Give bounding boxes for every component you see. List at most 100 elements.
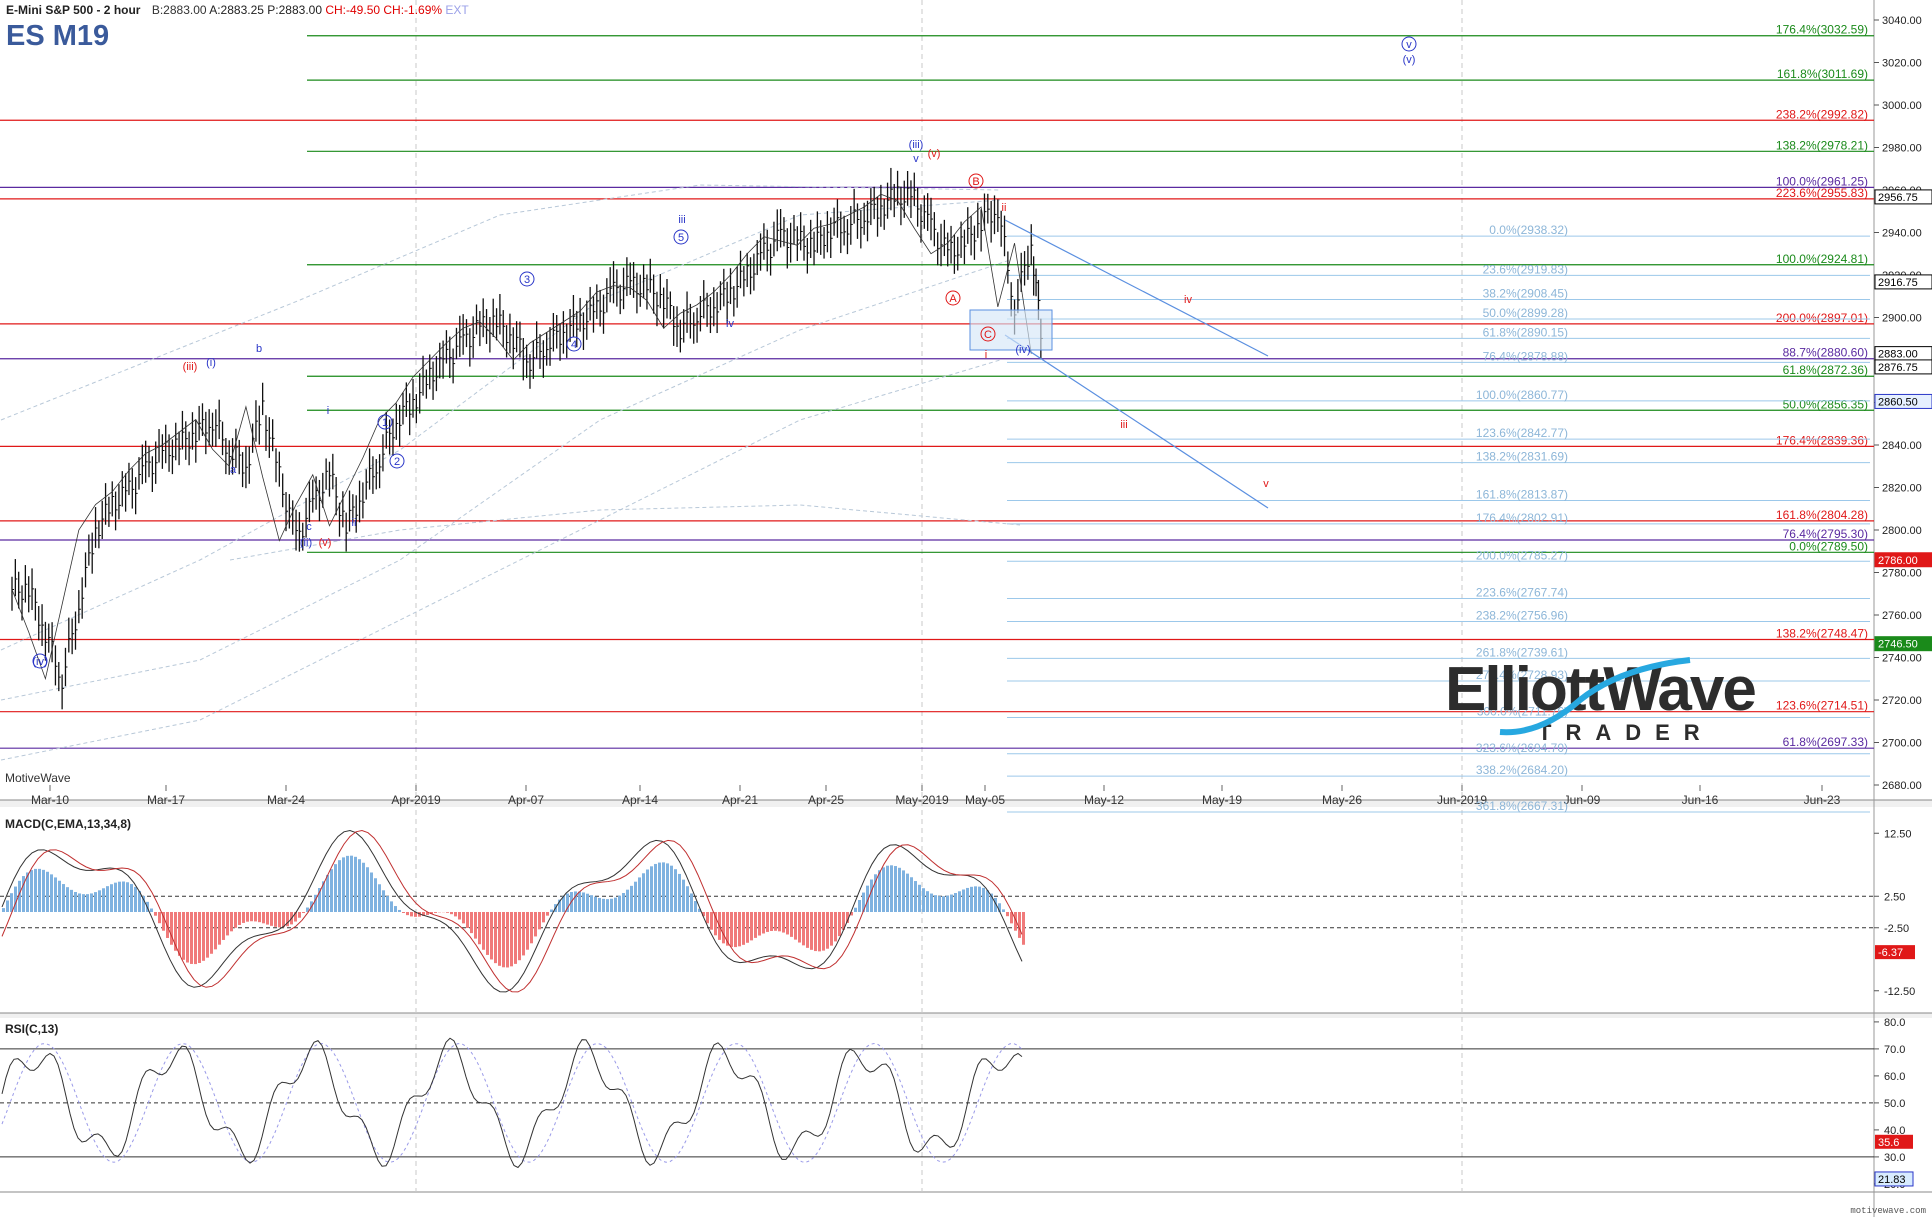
macd-histogram-bar [794,912,797,940]
macd-histogram-bar [118,881,121,912]
macd-histogram-bar [694,901,697,912]
target-box [969,309,1053,351]
macd-histogram-bar [110,884,113,912]
ext-level-label: 0.0%(2938.32) [1489,223,1568,237]
price-tick-label: 2800.00 [1882,525,1922,537]
macd-histogram-bar [786,912,789,935]
macd-histogram-bar [70,889,73,912]
macd-histogram-bar [246,912,249,922]
macd-histogram-bar [250,912,253,922]
macd-histogram-bar [190,912,193,964]
macd-histogram-bar [34,868,37,912]
ext-level-label: 300.0%(2711.76) [1477,705,1568,719]
macd-histogram-bar [134,886,137,912]
fib-level-label: 138.2%(2748.47) [1776,627,1868,641]
wave-label: ii [1002,202,1007,214]
macd-histogram-bar [414,912,417,917]
macd-histogram-bar [394,906,397,912]
macd-histogram-bar [66,887,69,912]
macd-histogram-bar [562,896,565,912]
wave-label-circle [945,290,961,306]
macd-histogram-bar [874,874,877,912]
price-badge-label: 2876.75 [1878,362,1918,374]
macd-histogram-bar [862,892,865,912]
wave-label: iii [1120,419,1127,431]
macd-histogram-bar [14,886,17,912]
macd-histogram-bar [550,909,553,912]
wave-label-circle [673,229,689,245]
macd-histogram-bar [430,912,433,914]
macd-histogram-bar [326,874,329,912]
ext-level-label: 223.6%(2767.74) [1476,586,1568,600]
macd-histogram-bar [490,912,493,960]
rsi-signal-badge [1874,1171,1914,1187]
x-tick-label: Mar-24 [267,793,305,807]
ext-level-label: 38.2%(2908.45) [1483,287,1568,301]
ext-badge[interactable]: EXT [445,3,469,17]
wave-label: iv [1184,294,1192,306]
rsi-tick-label: 80.0 [1884,1017,1905,1029]
x-tick-label: May-26 [1322,793,1362,807]
ext-level-label: 261.8%(2739.61) [1476,645,1568,659]
fib-level-label: 161.8%(2804.28) [1776,508,1868,522]
macd-histogram-bar [498,912,501,966]
macd-histogram-bar [926,891,929,912]
macd-histogram-bar [258,912,261,923]
macd-histogram-bar [830,912,833,946]
wave-label: a [230,464,237,476]
x-tick-label: Apr-07 [508,793,544,807]
rsi-last-label: 35.6 [1878,1137,1899,1149]
logo-trader: TRADER [1538,720,1714,745]
macd-histogram-bar [894,866,897,912]
macd-histogram-bar [266,912,269,925]
wave-label: B [972,176,979,188]
wave-label: (v) [319,537,332,549]
macd-histogram-bar [574,891,577,912]
macd-histogram-bar [338,860,341,912]
macd-last-label: -6.37 [1878,947,1903,959]
macd-histogram-bar [1006,912,1009,917]
macd-histogram-bar [754,912,757,938]
macd-histogram-bar [978,886,981,912]
macd-histogram-bar [770,912,773,932]
x-tick-label: Apr-14 [622,793,658,807]
macd-histogram-bar [762,912,765,934]
price-badge [1874,274,1932,290]
macd-histogram-bar [806,912,809,948]
macd-histogram-bar [234,912,237,928]
x-tick-label: Mar-10 [31,793,69,807]
macd-title[interactable]: MACD(C,EMA,13,34,8) [5,817,132,831]
macd-histogram-bar [782,912,785,933]
macd-histogram-bar [870,879,873,912]
macd-histogram-bar [398,909,401,912]
macd-histogram-bar [354,856,357,912]
macd-histogram-bar [162,912,165,931]
macd-histogram-bar [586,893,589,912]
wave-label: i [985,349,987,361]
macd-histogram-bar [514,912,517,964]
wave-label: b [256,343,262,355]
rsi-title[interactable]: RSI(C,13) [5,1022,59,1036]
macd-histogram-bar [930,893,933,912]
wave-label: (iii) [909,139,924,151]
macd-histogram-bar [530,912,533,944]
macd-histogram-bar [802,912,805,946]
macd-histogram-bar [642,873,645,912]
ext-level-label: 338.2%(2684.20) [1476,763,1568,777]
symbol-title: ES M19 [6,20,110,52]
macd-histogram-bar [46,871,49,912]
macd-histogram-bar [174,912,177,951]
fib-level-label: 100.0%(2961.25) [1776,174,1868,188]
macd-histogram-bar [366,867,369,912]
macd-histogram-bar [322,881,325,912]
macd-histogram-bar [850,912,853,916]
macd-histogram-bar [546,912,549,916]
wave-label: v [913,153,919,165]
macd-histogram-bar [938,896,941,912]
macd-histogram-bar [522,912,525,956]
wave-label: ii [352,517,357,529]
macd-histogram-bar [678,873,681,912]
macd-histogram-bar [334,864,337,912]
macd-histogram-bar [474,912,477,939]
